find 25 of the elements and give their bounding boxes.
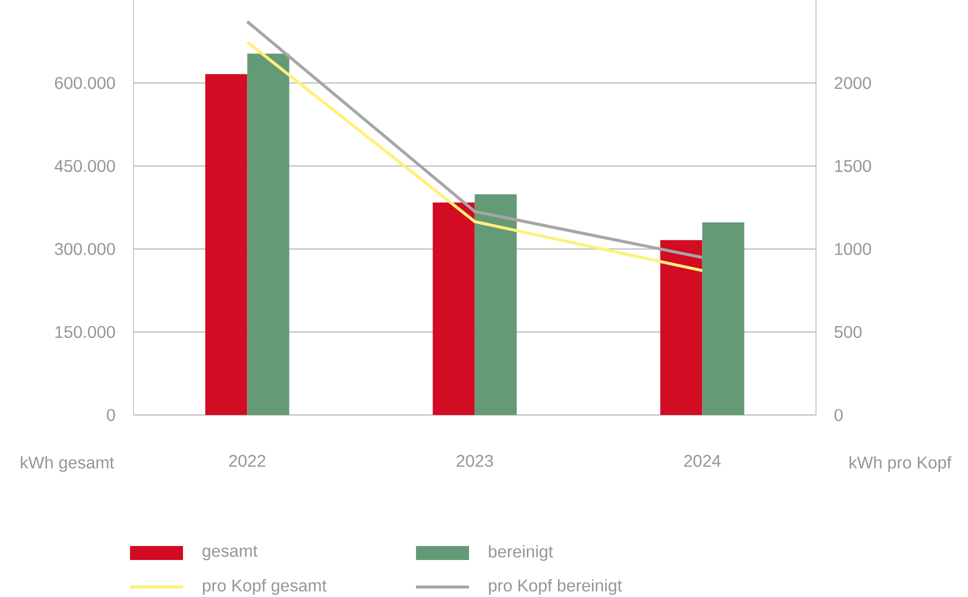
bar bbox=[205, 74, 248, 415]
y2-tick-label: 2000 bbox=[834, 76, 872, 90]
x-tick-label: 2023 bbox=[456, 454, 493, 467]
legend-label: pro Kopf gesamt bbox=[202, 579, 326, 595]
y-tick-label: 0 bbox=[106, 408, 115, 422]
y-tick-label: 600.000 bbox=[55, 76, 115, 90]
legend-label: gesamt bbox=[202, 546, 258, 560]
legend-label: pro Kopf bereinigt bbox=[488, 579, 622, 595]
y2-tick-label: 0 bbox=[834, 408, 843, 422]
y2-axis-title: kWh pro Kopf bbox=[850, 456, 952, 472]
y-tick-label: 300.000 bbox=[54, 242, 115, 256]
y-tick-label: 150.000 bbox=[55, 326, 115, 338]
bar bbox=[247, 54, 290, 415]
x-tick-label: 2024 bbox=[684, 454, 721, 467]
y-axis-title: kWh gesamt bbox=[20, 456, 114, 472]
bar bbox=[474, 194, 517, 415]
legend-label: bereinigt bbox=[488, 545, 553, 561]
y2-tick-label: 1500 bbox=[835, 160, 872, 172]
bar bbox=[432, 202, 475, 415]
y-tick-label: 450.000 bbox=[54, 160, 115, 172]
y2-tick-label: 1000 bbox=[835, 242, 872, 256]
bar bbox=[660, 240, 702, 415]
x-tick-label: 2022 bbox=[229, 454, 266, 467]
y2-tick-label: 500 bbox=[834, 326, 862, 338]
bar bbox=[702, 222, 744, 415]
